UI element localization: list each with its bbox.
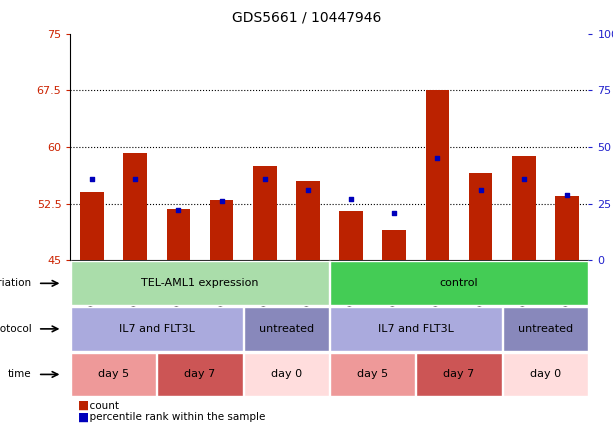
Text: day 0: day 0 xyxy=(271,369,302,379)
Bar xyxy=(210,200,234,260)
Text: control: control xyxy=(440,278,478,288)
Text: untreated: untreated xyxy=(259,324,314,334)
Bar xyxy=(167,209,190,260)
Bar xyxy=(339,211,363,260)
Bar xyxy=(512,156,536,260)
Text: TEL-AML1 expression: TEL-AML1 expression xyxy=(141,278,259,288)
Text: genotype/variation: genotype/variation xyxy=(0,278,32,288)
Text: count: count xyxy=(83,401,119,411)
Point xyxy=(433,155,443,162)
Point xyxy=(562,191,572,198)
Point xyxy=(346,196,356,203)
Text: percentile rank within the sample: percentile rank within the sample xyxy=(83,412,265,422)
Point xyxy=(260,175,270,182)
Point xyxy=(389,209,399,216)
Text: day 7: day 7 xyxy=(185,369,216,379)
Text: IL7 and FLT3L: IL7 and FLT3L xyxy=(119,324,195,334)
Bar xyxy=(123,153,147,260)
Text: ■: ■ xyxy=(78,411,89,423)
Point xyxy=(303,187,313,193)
Point xyxy=(476,187,485,193)
Text: IL7 and FLT3L: IL7 and FLT3L xyxy=(378,324,454,334)
Bar xyxy=(296,181,320,260)
Point xyxy=(87,175,97,182)
Text: day 7: day 7 xyxy=(443,369,474,379)
Text: day 5: day 5 xyxy=(357,369,388,379)
Bar xyxy=(469,173,492,260)
Bar xyxy=(383,230,406,260)
Bar xyxy=(253,166,276,260)
Point xyxy=(131,175,140,182)
Text: protocol: protocol xyxy=(0,324,32,334)
Bar xyxy=(80,192,104,260)
Point xyxy=(216,198,226,205)
Text: time: time xyxy=(8,369,32,379)
Point xyxy=(173,207,183,214)
Text: day 5: day 5 xyxy=(98,369,129,379)
Point xyxy=(519,175,528,182)
Bar xyxy=(425,91,449,260)
Text: untreated: untreated xyxy=(518,324,573,334)
Text: ■: ■ xyxy=(78,399,89,412)
Text: day 0: day 0 xyxy=(530,369,561,379)
Bar xyxy=(555,196,579,260)
Text: GDS5661 / 10447946: GDS5661 / 10447946 xyxy=(232,11,381,25)
